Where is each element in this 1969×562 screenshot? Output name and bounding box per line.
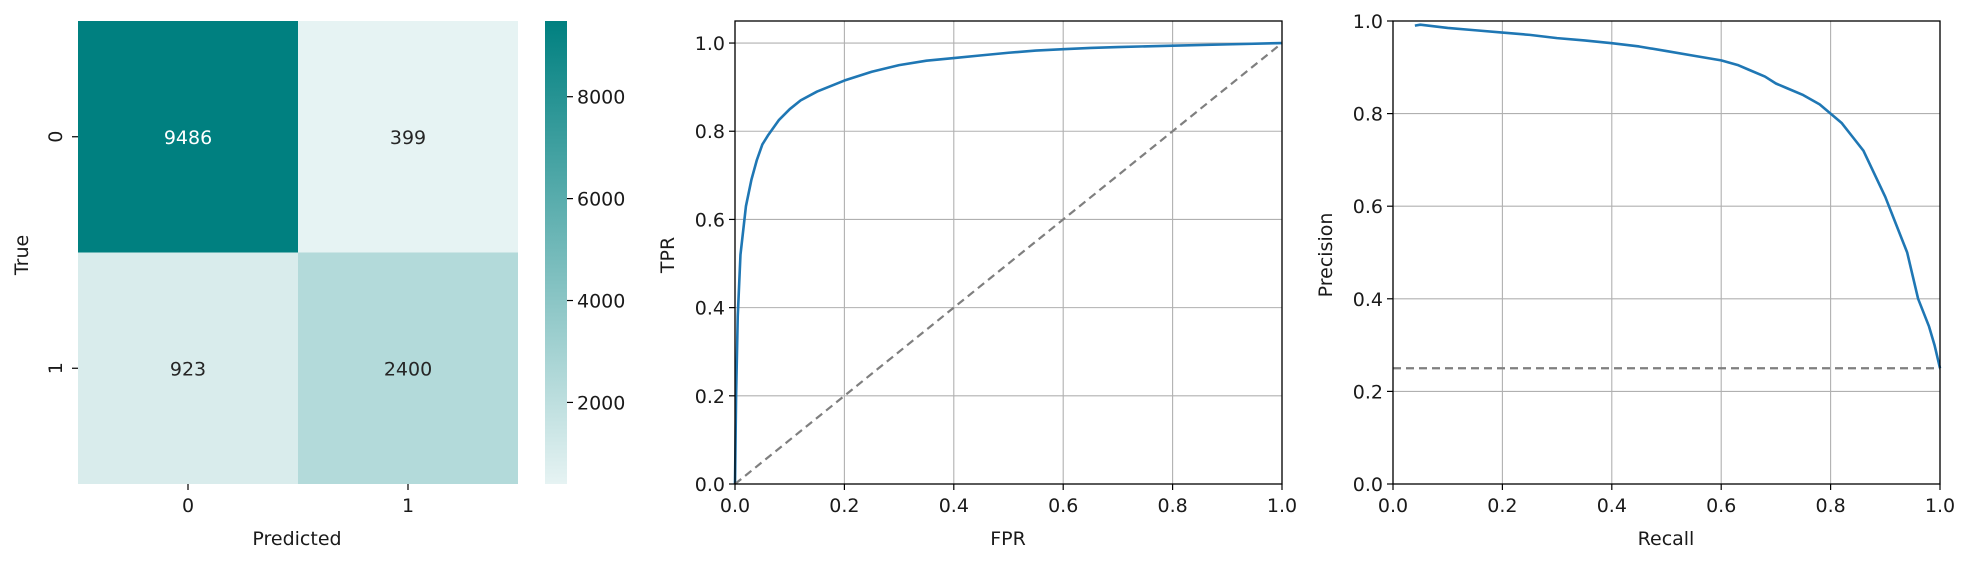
roc-y-tick-label: 0.6 xyxy=(695,209,725,231)
roc-y-tick-label: 0.8 xyxy=(695,121,725,143)
pr-x-tick-label: 0.2 xyxy=(1487,495,1517,517)
pr-y-axis-label: Precision xyxy=(1315,213,1337,298)
roc-axes-frame xyxy=(734,20,1283,485)
pr-x-axis-label: Recall xyxy=(1638,528,1695,550)
pr-y-tick-label: 0.8 xyxy=(1353,104,1383,126)
roc-baseline-line xyxy=(734,42,1283,485)
roc-y-tick-label: 0.0 xyxy=(695,474,725,496)
heatmap-x-tick-label: 1 xyxy=(402,495,414,517)
heatmap-cell xyxy=(298,21,518,253)
roc-x-tick-label: 0.2 xyxy=(829,495,859,517)
pr-x-tick-label: 1.0 xyxy=(1925,495,1955,517)
roc-x-tick-label: 1.0 xyxy=(1267,495,1297,517)
colorbar: 2000 4000 6000 8000 xyxy=(545,21,625,484)
roc-x-tick-label: 0.6 xyxy=(1048,495,1078,517)
roc-x-axis-label: FPR xyxy=(990,528,1026,550)
roc-y-tick-label: 0.4 xyxy=(695,298,725,320)
colorbar-tick-label: 6000 xyxy=(577,189,625,211)
roc-curve-line xyxy=(733,41,1283,485)
confusion-matrix-heatmap: 9486 399 923 2400 0 1 0 1 Predicted True 2000… xyxy=(11,21,625,550)
roc-y-tick-label: 1.0 xyxy=(695,33,725,55)
heatmap-y-axis-label: True xyxy=(11,235,33,276)
roc-x-tick-label: 0.4 xyxy=(939,495,969,517)
precision-recall-plot: 0.0 0.2 0.4 0.6 0.8 1.0 0.0 0.2 0.4 0.6 0.8 1.0 Re… xyxy=(1315,11,1955,550)
heatmap-cell-value: 399 xyxy=(390,127,426,149)
roc-x-tick-label: 0.8 xyxy=(1157,495,1187,517)
heatmap-y-tick-label: 0 xyxy=(45,131,67,143)
pr-y-tick-label: 0.0 xyxy=(1353,474,1383,496)
heatmap-cell xyxy=(298,252,518,484)
pr-curve-line xyxy=(1414,23,1942,369)
colorbar-tick-label: 2000 xyxy=(577,392,625,414)
heatmap-cell-value: 2400 xyxy=(384,358,432,380)
roc-curve-plot: 0.0 0.2 0.4 0.6 0.8 1.0 0.0 0.2 0.4 0.6 0.8 1.0 FP… xyxy=(657,20,1297,550)
heatmap-x-axis-label: Predicted xyxy=(252,528,341,550)
colorbar-tick-label: 8000 xyxy=(577,87,625,109)
pr-axes-frame xyxy=(1392,20,1941,485)
heatmap-cell-value: 923 xyxy=(170,358,206,380)
colorbar-tick-label: 4000 xyxy=(577,291,625,313)
pr-y-tick-label: 0.4 xyxy=(1353,289,1383,311)
roc-y-tick-label: 0.2 xyxy=(695,386,725,408)
pr-y-tick-label: 0.2 xyxy=(1353,381,1383,403)
roc-x-tick-label: 0.0 xyxy=(720,495,750,517)
heatmap-x-tick-label: 0 xyxy=(182,495,194,517)
heatmap-cell-value: 9486 xyxy=(164,127,212,149)
heatmap-y-tick-label: 1 xyxy=(45,362,67,374)
pr-y-tick-label: 1.0 xyxy=(1353,11,1383,33)
pr-x-tick-label: 0.6 xyxy=(1706,495,1736,517)
heatmap-cell xyxy=(78,252,298,484)
heatmap-cell xyxy=(78,21,298,253)
pr-x-tick-label: 0.0 xyxy=(1378,495,1408,517)
pr-x-tick-label: 0.8 xyxy=(1815,495,1845,517)
pr-x-tick-label: 0.4 xyxy=(1597,495,1627,517)
colorbar-gradient xyxy=(545,21,567,484)
pr-y-tick-label: 0.6 xyxy=(1353,196,1383,218)
roc-y-axis-label: TPR xyxy=(657,237,679,274)
